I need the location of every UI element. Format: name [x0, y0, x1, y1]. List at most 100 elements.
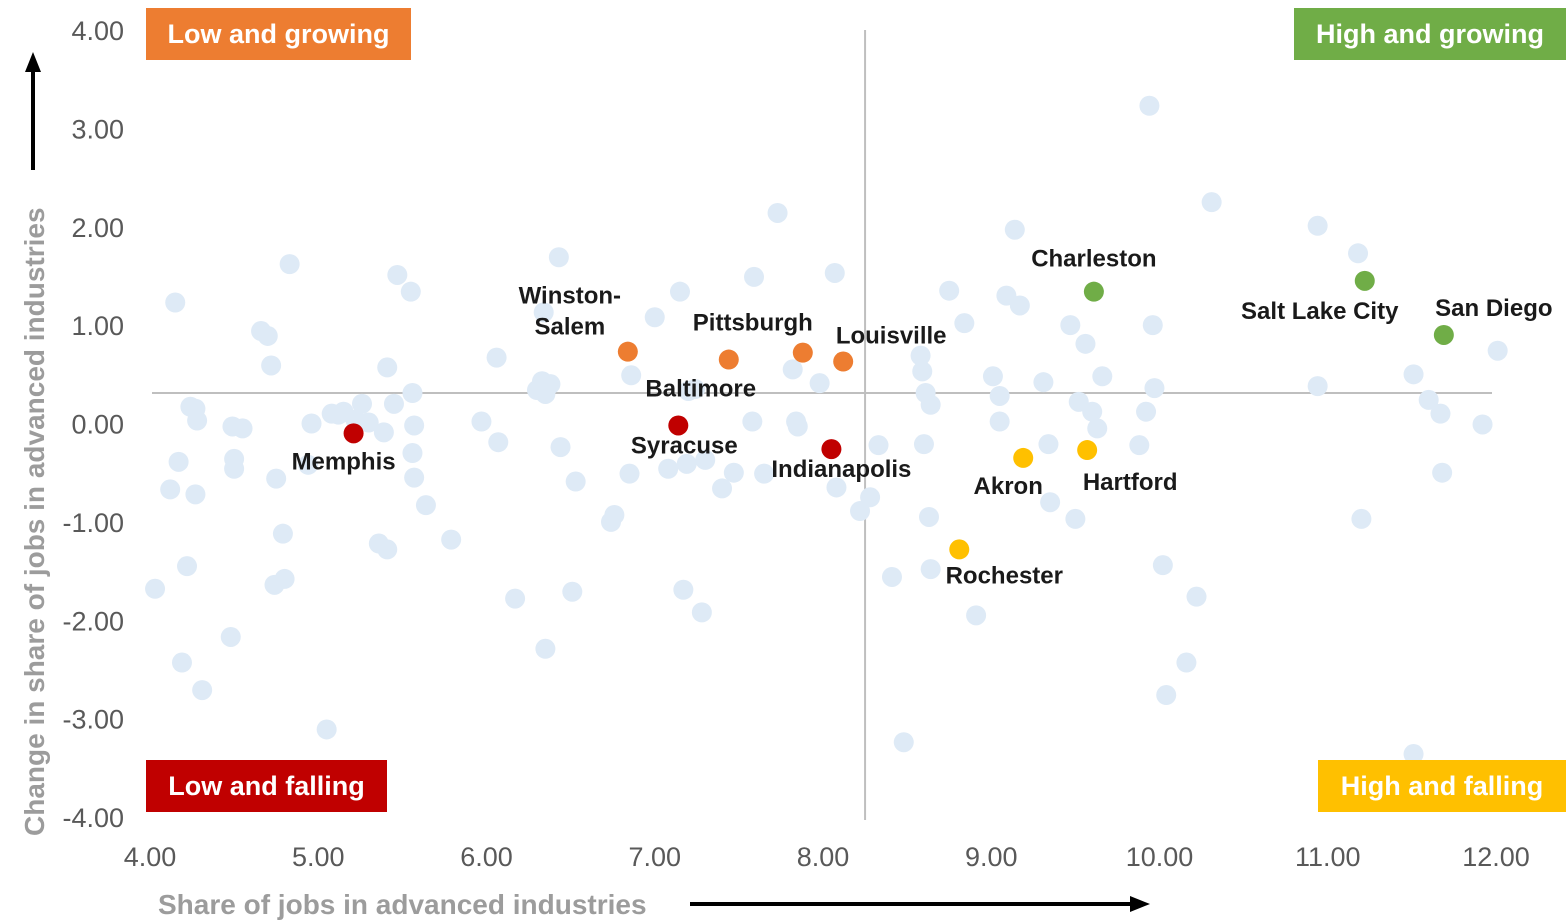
background-point — [548, 247, 569, 268]
city-label: Baltimore — [645, 376, 756, 403]
background-point — [619, 463, 640, 484]
background-point — [535, 638, 556, 659]
background-point — [621, 365, 642, 386]
background-point — [404, 415, 425, 436]
background-point — [1129, 435, 1150, 456]
background-point — [685, 379, 706, 400]
background-point — [767, 202, 788, 223]
background-point — [658, 458, 679, 479]
background-point — [920, 559, 941, 580]
background-point — [860, 487, 881, 508]
background-point — [1307, 215, 1328, 236]
background-point — [1087, 418, 1108, 439]
background-point — [177, 556, 198, 577]
city-label: Louisville — [836, 323, 947, 350]
background-point — [691, 602, 712, 623]
background-point — [471, 411, 492, 432]
highlighted-point — [1013, 447, 1034, 468]
background-point — [1144, 378, 1165, 399]
background-point — [920, 394, 941, 415]
x-tick-label: 7.00 — [628, 842, 681, 872]
y-tick-label: 2.00 — [71, 213, 124, 243]
background-point — [192, 680, 213, 701]
background-point — [893, 732, 914, 753]
background-point — [565, 471, 586, 492]
highlighted-points — [343, 270, 1454, 560]
background-point — [868, 435, 889, 456]
background-point — [168, 451, 189, 472]
highlighted-point — [821, 439, 842, 460]
background-point — [415, 495, 436, 516]
city-label: Salt Lake City — [1241, 298, 1399, 325]
highlighted-point — [792, 342, 813, 363]
background-point — [316, 719, 337, 740]
background-point — [1351, 508, 1372, 529]
background-point — [1307, 376, 1328, 397]
quadrant-label-high-growing: High and growing — [1294, 8, 1566, 60]
x-tick-label: 6.00 — [460, 842, 513, 872]
highlighted-point — [718, 349, 739, 370]
city-label: Winston- — [519, 283, 621, 310]
background-point — [1075, 333, 1096, 354]
highlighted-point — [1433, 324, 1454, 345]
background-point — [272, 523, 293, 544]
background-point — [989, 385, 1010, 406]
background-point — [881, 566, 902, 587]
background-point — [1403, 364, 1424, 385]
background-point — [505, 588, 526, 609]
background-point — [402, 443, 423, 464]
y-tick-label: 1.00 — [71, 311, 124, 341]
background-point — [261, 355, 282, 376]
background-point — [1186, 586, 1207, 607]
background-point — [488, 432, 509, 453]
background-point — [787, 416, 808, 437]
background-point — [1418, 389, 1439, 410]
background-point — [400, 281, 421, 302]
background-point — [165, 292, 186, 313]
x-tick-label: 10.00 — [1126, 842, 1194, 872]
background-point — [754, 463, 775, 484]
city-label: Pittsburgh — [693, 310, 813, 337]
background-point — [145, 578, 166, 599]
background-point — [1092, 366, 1113, 387]
highlighted-point — [343, 423, 364, 444]
city-labels: Memphis Syracuse Indianapolis Winston- Salem… — [292, 246, 1553, 590]
highlighted-point — [668, 415, 689, 436]
x-axis-title: Share of jobs in advanced industries — [158, 889, 647, 920]
background-point — [373, 422, 394, 443]
background-point — [1065, 508, 1086, 529]
background-point — [377, 357, 398, 378]
background-point — [1472, 414, 1493, 435]
y-axis-ticks: 4.00 3.00 2.00 1.00 0.00 -1.00 -2.00 -3.00 -4.00 — [62, 16, 124, 833]
background-point — [1060, 315, 1081, 336]
background-point — [220, 626, 241, 647]
background-point — [782, 359, 803, 380]
background-point — [351, 393, 372, 414]
background-point — [1004, 219, 1025, 240]
x-tick-label: 4.00 — [124, 842, 177, 872]
background-point — [954, 313, 975, 334]
background-point — [1152, 555, 1173, 576]
background-point — [274, 568, 295, 589]
background-point — [966, 605, 987, 626]
x-axis-arrow-head — [1130, 896, 1150, 912]
background-point — [266, 468, 287, 489]
background-point — [1201, 192, 1222, 213]
background-point — [298, 454, 319, 475]
city-label: Syracuse — [631, 432, 738, 459]
quadrant-label-low-falling: Low and falling — [146, 760, 387, 812]
y-tick-label: 3.00 — [71, 114, 124, 144]
background-point — [1139, 95, 1160, 116]
highlighted-point — [949, 539, 970, 560]
background-point — [402, 383, 423, 404]
background-point — [809, 373, 830, 394]
background-point — [562, 581, 583, 602]
quadrant-label-low-growing: Low and growing — [146, 8, 411, 60]
background-point — [404, 467, 425, 488]
x-axis-ticks: 4.00 5.00 6.00 7.00 8.00 9.00 10.00 11.00 12.00 — [124, 842, 1530, 872]
x-tick-label: 5.00 — [292, 842, 345, 872]
background-point — [1403, 744, 1424, 765]
x-tick-label: 9.00 — [965, 842, 1018, 872]
background-point — [1430, 403, 1451, 424]
city-label: Rochester — [946, 562, 1063, 589]
